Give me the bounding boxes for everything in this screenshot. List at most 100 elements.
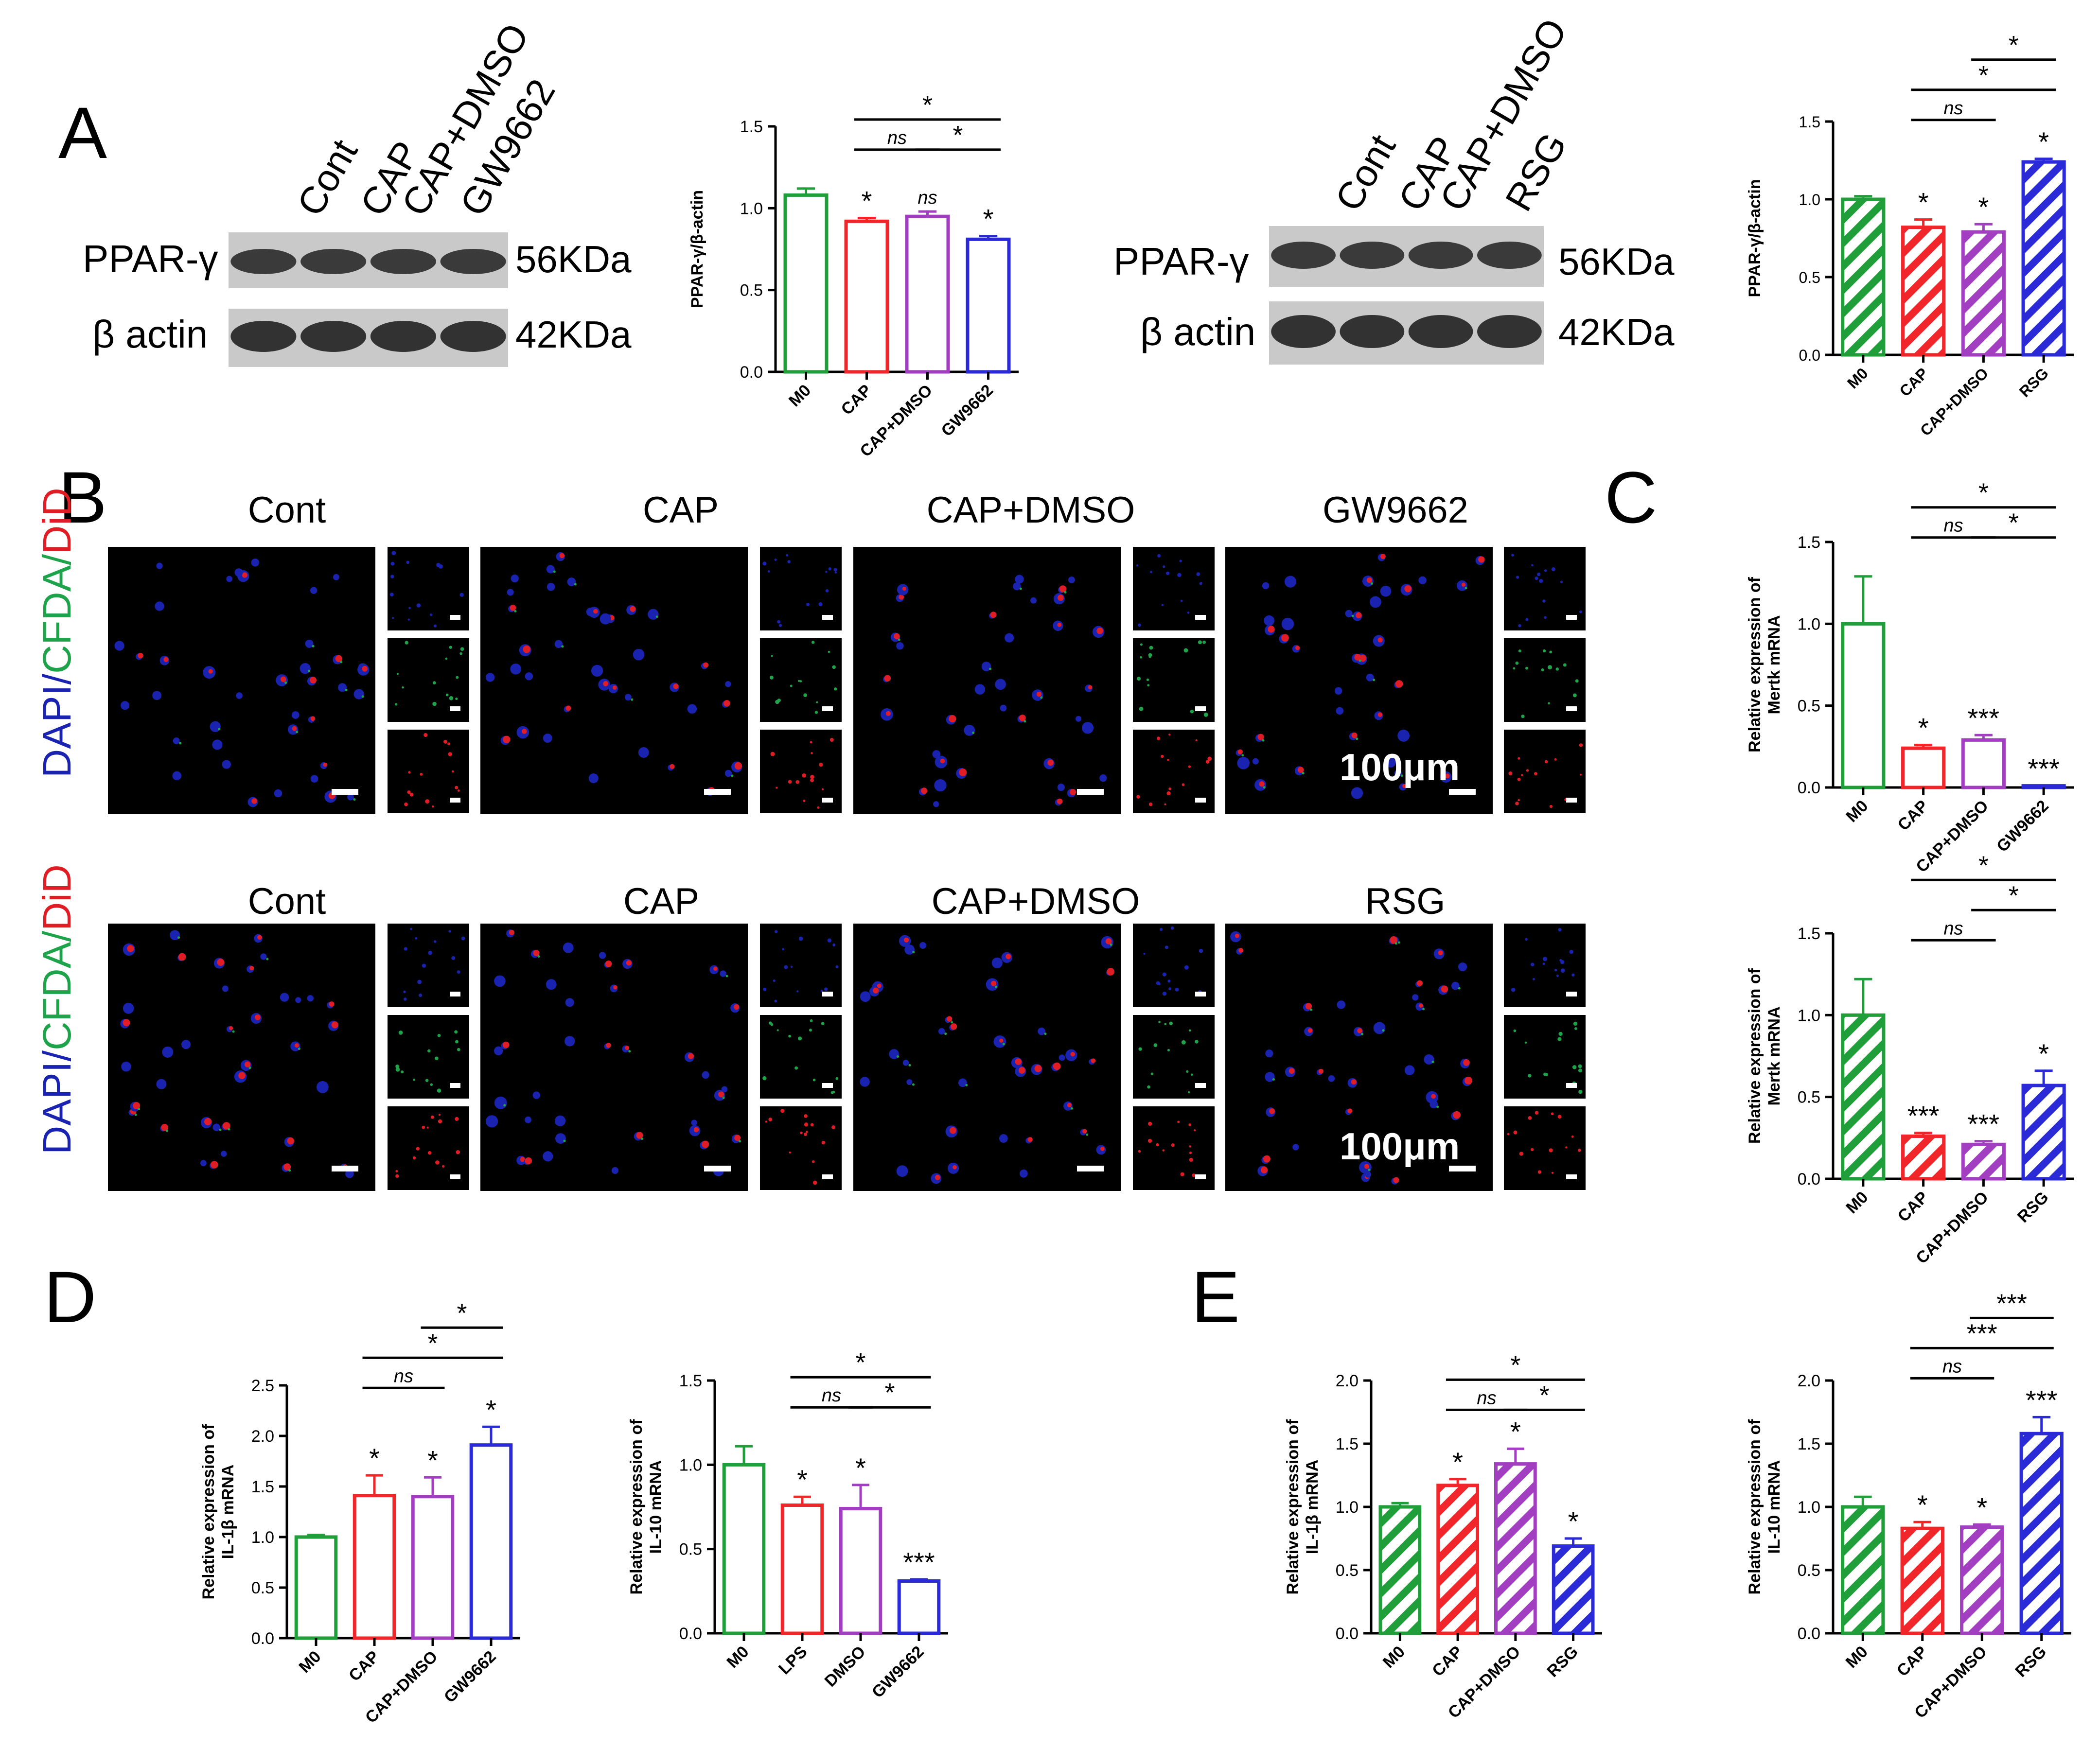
cell-nucleus — [591, 664, 603, 677]
cell-cfda — [1373, 679, 1376, 682]
channel-dot — [1196, 572, 1200, 577]
micrograph-channel — [760, 1015, 842, 1099]
x-tick-label: GW9662 — [441, 1647, 500, 1707]
cell-did — [718, 1091, 724, 1098]
cell-did — [254, 1014, 261, 1020]
cell-did — [178, 953, 186, 961]
scale-bar — [1566, 992, 1577, 996]
blot-band — [1340, 242, 1405, 269]
channel-dot — [1195, 1040, 1199, 1044]
cell-cfda — [1368, 1169, 1371, 1171]
channel-dot — [438, 1114, 441, 1116]
micrograph-field — [108, 547, 375, 814]
channel-dot — [774, 559, 777, 561]
channel-dot — [1188, 765, 1191, 768]
cell-cfda — [177, 936, 180, 939]
y-axis-label: Mertk mRNA — [1765, 615, 1783, 714]
cell-nucleus — [1057, 783, 1065, 791]
blot1-size-label: 42KDa — [515, 313, 632, 356]
scale-bar — [1195, 615, 1206, 620]
cell-nucleus — [934, 779, 947, 792]
cell-did — [1356, 612, 1362, 618]
cell-cfda — [134, 1113, 137, 1116]
channel-dot — [457, 970, 460, 974]
cell-did — [702, 1140, 709, 1148]
cell-did — [510, 605, 516, 611]
micrograph-channel — [388, 547, 469, 630]
channel-dot — [402, 686, 404, 689]
channel-dot — [1518, 799, 1520, 802]
cell-nucleus — [624, 694, 632, 701]
cell-nucleus — [200, 1160, 207, 1167]
y-tick-label: 0.5 — [1799, 269, 1820, 286]
panel-letter-e: E — [1191, 1256, 1240, 1338]
stain-did-label: DiD — [35, 488, 79, 554]
cell-did — [1269, 1108, 1275, 1114]
channel-dot — [832, 665, 836, 669]
cell-nucleus — [691, 1119, 697, 1126]
cell-did — [1047, 759, 1054, 766]
cell-did — [1377, 637, 1383, 643]
cell-did — [1053, 1062, 1061, 1070]
bar-chart-e2: 0.0 0.5 1.0 1.5 2.0 Relative expression of IL-… — [1746, 1289, 2071, 1722]
stain-cfda-label: CFDA/ — [35, 554, 79, 674]
channel-dot — [770, 1023, 774, 1026]
cell-did — [1067, 1102, 1072, 1107]
channel-dot — [765, 1120, 768, 1123]
significance-label: *** — [903, 1547, 935, 1577]
cell-cfda — [972, 731, 975, 734]
bar — [1901, 746, 1946, 789]
bar — [353, 1494, 396, 1640]
cell-nucleus — [933, 801, 939, 807]
channel-dot — [1163, 565, 1165, 568]
cell-nucleus — [485, 1115, 498, 1128]
cell-nucleus — [120, 701, 130, 710]
channel-dot — [776, 1029, 779, 1031]
micrograph-field — [853, 547, 1121, 814]
channel-dot — [1179, 559, 1182, 562]
channel-dot — [1507, 1133, 1510, 1136]
channel-dot — [804, 1122, 809, 1127]
channel-dot — [825, 571, 828, 573]
cell-did — [949, 1127, 956, 1134]
channel-dot — [451, 956, 456, 960]
channel-dot — [797, 1036, 802, 1041]
channel-dot — [1177, 573, 1182, 577]
channel-dot — [1138, 1150, 1141, 1153]
cell-did — [1263, 1155, 1271, 1163]
cell-nucleus — [1252, 758, 1259, 765]
cell-did — [1027, 1137, 1033, 1142]
significance-bracket-label: ns — [822, 1385, 841, 1406]
cell-did — [217, 959, 225, 966]
cell-nucleus — [611, 1167, 619, 1174]
channel-dot — [767, 570, 770, 573]
channel-dot — [1549, 804, 1553, 808]
channel-dot — [1579, 743, 1583, 747]
y-tick-label: 1.0 — [1798, 615, 1820, 633]
y-tick-label: 1.5 — [1798, 533, 1820, 552]
channel-dot — [455, 786, 459, 789]
cell-did — [533, 949, 540, 957]
cell-cfda — [641, 1137, 644, 1140]
y-tick-label: 2.5 — [251, 1377, 274, 1395]
cell-cfda — [628, 1050, 631, 1053]
cell-cfda — [361, 695, 364, 698]
cell-nucleus — [1424, 1054, 1434, 1065]
channel-dot — [1515, 661, 1519, 665]
micrograph-channel — [760, 638, 842, 722]
cell-cfda — [1458, 987, 1461, 990]
channel-dot — [1189, 1151, 1192, 1154]
cell-did — [1105, 938, 1112, 944]
channel-dot — [416, 1147, 420, 1151]
channel-dot — [1542, 599, 1546, 603]
channel-dot — [434, 624, 437, 628]
channel-dot — [426, 1126, 429, 1129]
channel-dot — [1528, 1116, 1532, 1120]
significance-label: * — [1978, 192, 1989, 222]
blot-band — [1477, 315, 1542, 348]
bar — [2021, 1084, 2066, 1181]
micrograph-channel — [388, 924, 469, 1007]
micro-group-label: RSG — [1365, 881, 1446, 922]
channel-dot — [445, 657, 448, 660]
cell-did — [204, 1118, 212, 1125]
